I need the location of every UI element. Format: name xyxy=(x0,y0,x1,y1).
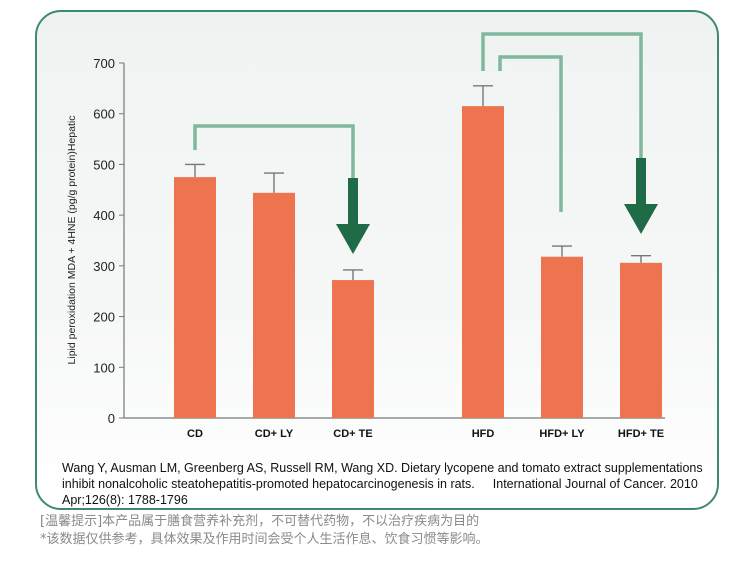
x-tick-label: HFD xyxy=(472,428,495,440)
disclaimer-line-2: *该数据仅供参考，具体效果及作用时间会受个人生活作息、饮食习惯等影响。 xyxy=(40,532,489,547)
bracket-cd-to-cdte xyxy=(193,124,355,180)
bar-cd xyxy=(174,177,216,418)
y-tick-label: 500 xyxy=(93,157,115,172)
bar-hfd-te xyxy=(620,262,662,418)
y-tick-label: 0 xyxy=(108,411,115,426)
arrow-down-cdte-head-icon xyxy=(336,224,370,254)
bar-cd-te xyxy=(332,280,374,418)
y-tick-label: 100 xyxy=(93,360,115,375)
x-tick-label: CD+ TE xyxy=(333,428,372,440)
y-tick-label: 600 xyxy=(93,107,115,122)
bracket-hfd-to-hfdte xyxy=(481,32,643,160)
arrow-down-hfdte-head-icon xyxy=(624,204,658,234)
disclaimer-line-1: [温馨提示]本产品属于膳食营养补充剂，不可替代药物，不以治疗疾病为目的 xyxy=(40,514,480,529)
reference-citation: Wang Y, Ausman LM, Greenberg AS, Russell… xyxy=(62,460,712,508)
y-tick-label: 300 xyxy=(93,259,115,274)
reference-main: Wang Y, Ausman LM, Greenberg AS, Russell… xyxy=(62,461,703,491)
y-tick-label: 400 xyxy=(93,208,115,223)
bracket-hfd-to-hfdly xyxy=(498,55,563,212)
arrow-down-hfdte-shaft xyxy=(636,158,646,206)
bar-cd-ly xyxy=(253,192,295,418)
x-tick-label: CD xyxy=(187,428,203,440)
disclaimer-notes: [温馨提示]本产品属于膳食营养补充剂，不可替代药物，不以治疗疾病为目的 *该数据… xyxy=(40,513,489,549)
bar-hfd xyxy=(462,106,504,418)
arrow-down-cdte-shaft xyxy=(348,178,358,226)
bar-hfd-ly xyxy=(541,256,583,418)
chart-card xyxy=(35,10,719,510)
y-axis-label: Lipid peroxidation MDA + 4HNE (pg/g prot… xyxy=(66,116,78,365)
x-tick-label: CD+ LY xyxy=(255,428,294,440)
x-tick-label: HFD+ TE xyxy=(618,428,664,440)
reference-journal: International Journal of Cancer. 2010 Ap… xyxy=(62,477,698,507)
x-tick-label: HFD+ LY xyxy=(539,428,585,440)
y-tick-label: 700 xyxy=(93,56,115,71)
y-tick-label: 200 xyxy=(93,310,115,325)
